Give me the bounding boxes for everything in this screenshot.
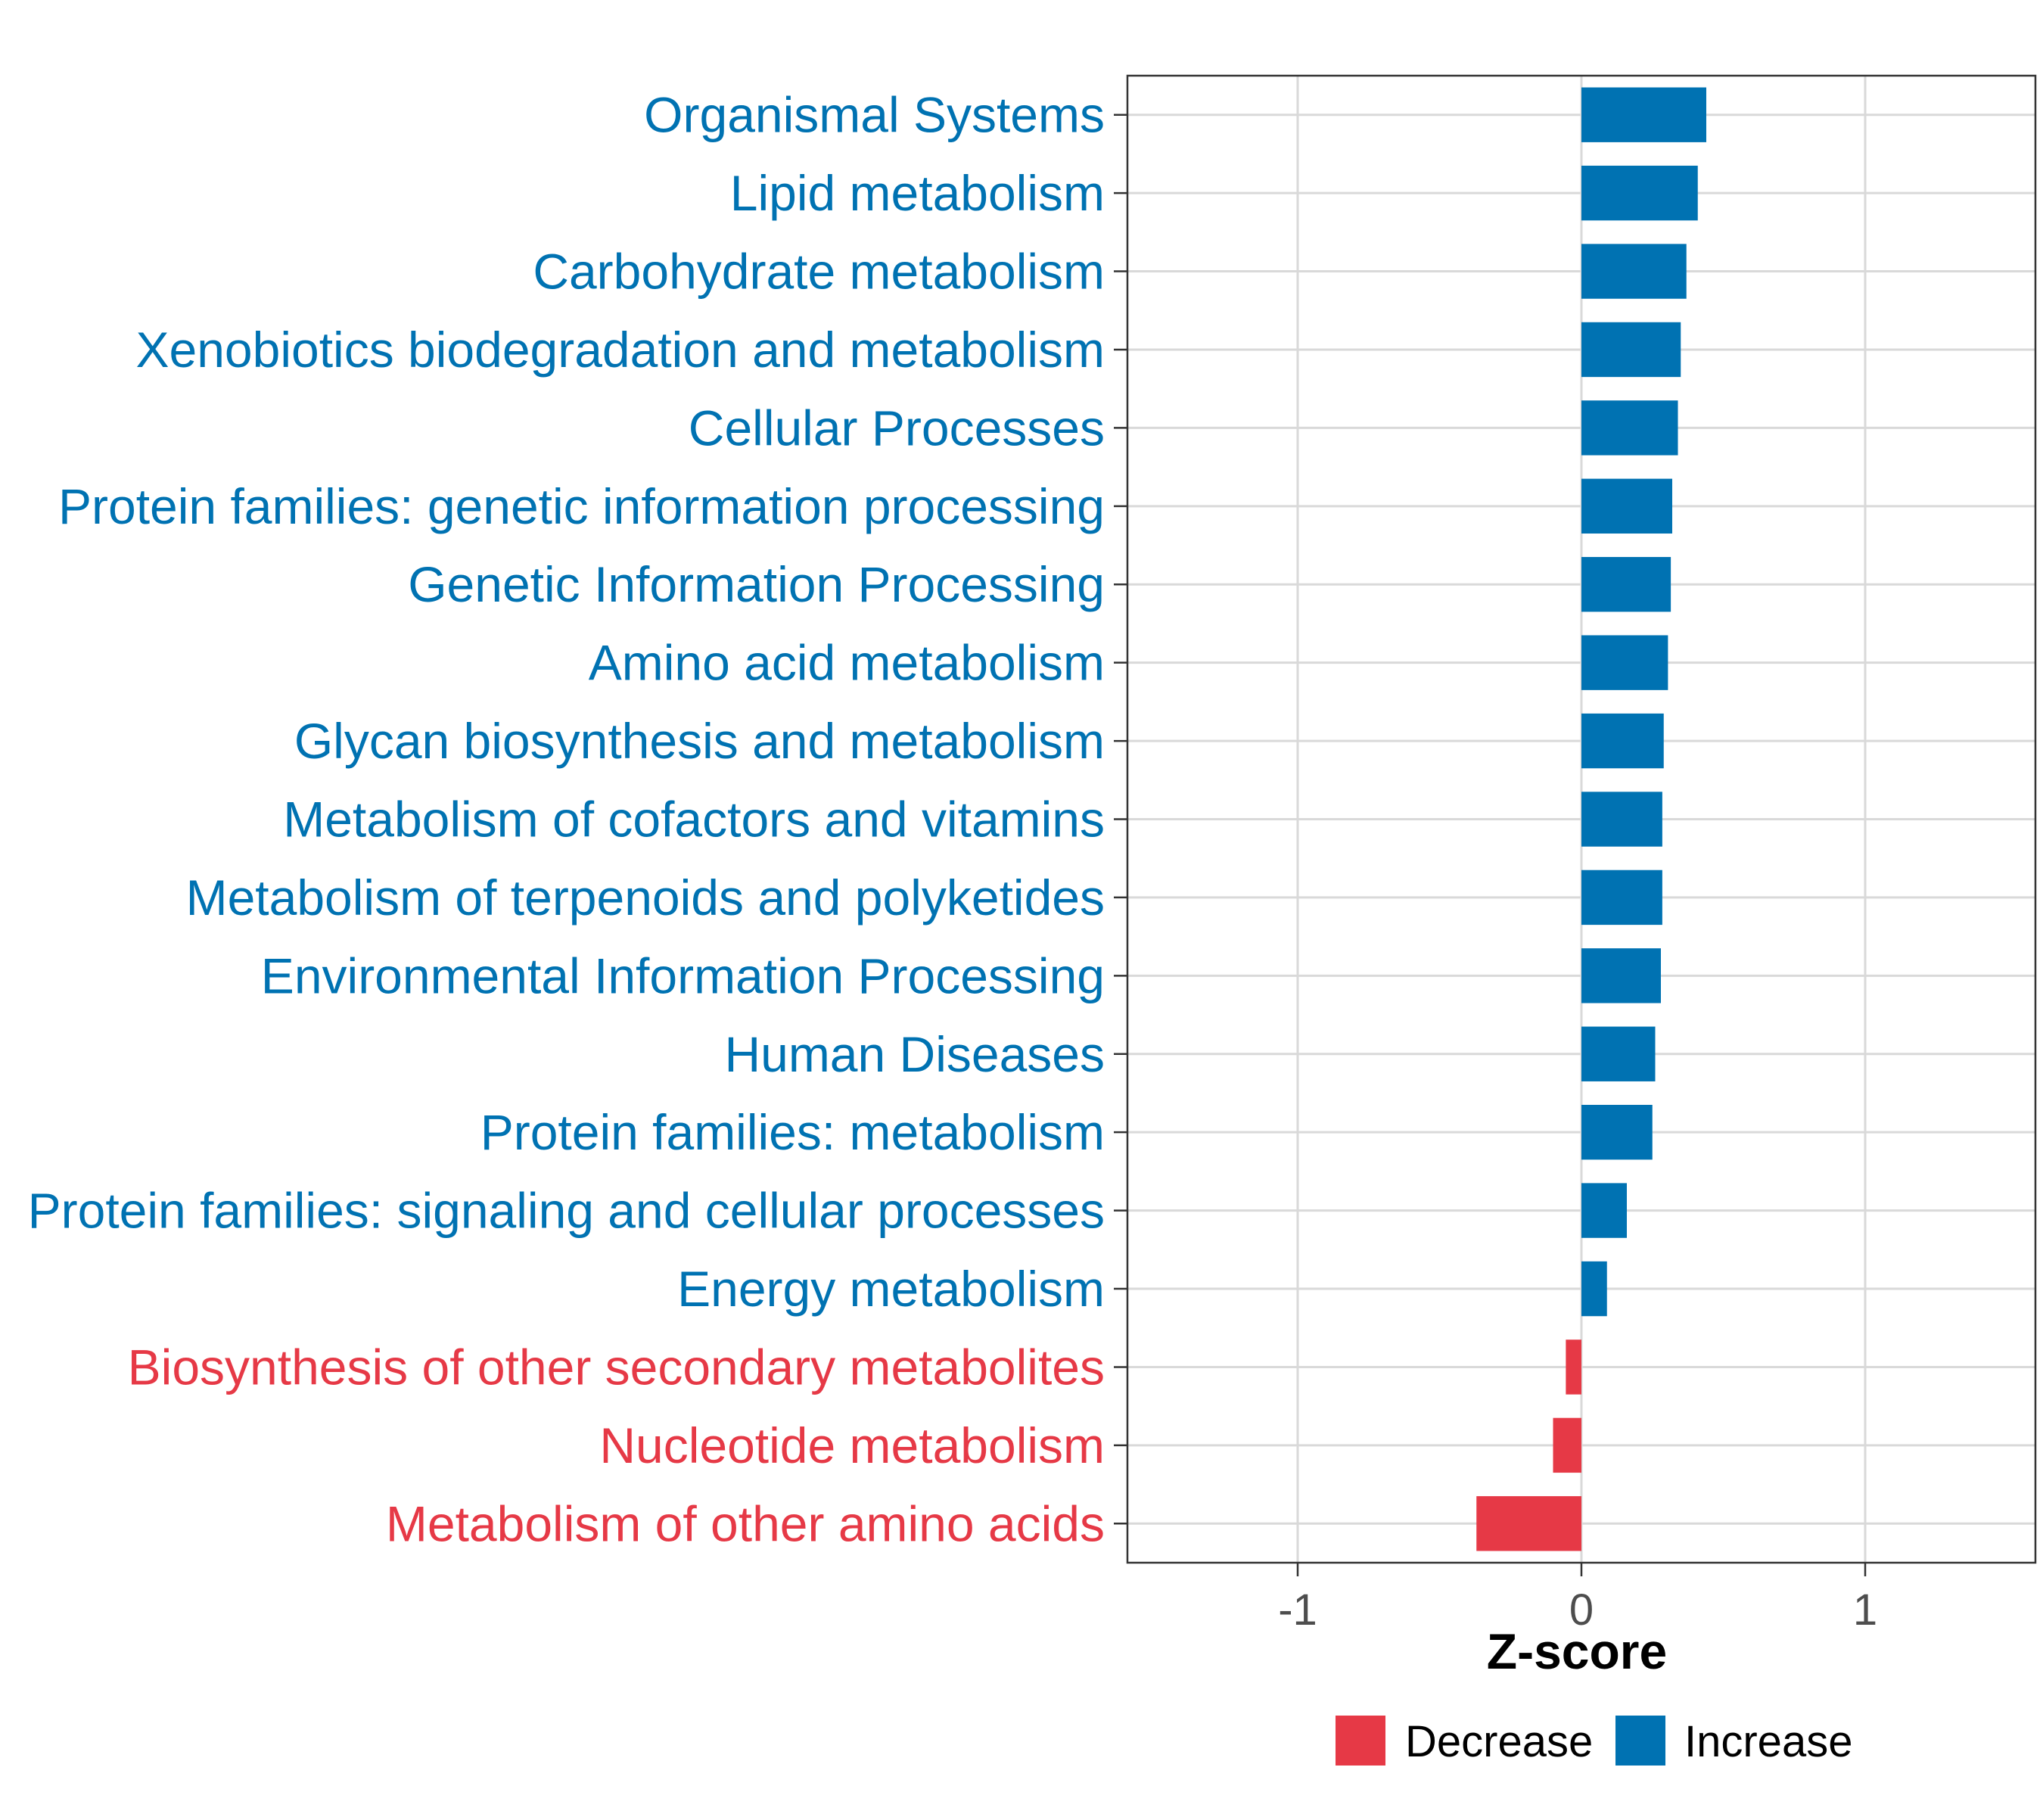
bar-increase <box>1581 1183 1627 1238</box>
legend-label-decrease: Decrease <box>1405 1717 1593 1766</box>
category-label: Carbohydrate metabolism <box>533 244 1105 300</box>
category-label: Energy metabolism <box>677 1261 1105 1317</box>
category-label: Organismal Systems <box>644 87 1105 143</box>
bar-increase <box>1581 870 1662 926</box>
bar-increase <box>1581 635 1668 690</box>
category-label: Protein families: genetic information pr… <box>58 478 1105 534</box>
legend-swatch-decrease <box>1336 1716 1385 1766</box>
x-tick-label: 0 <box>1569 1585 1594 1635</box>
bar-decrease <box>1566 1339 1581 1395</box>
category-label: Metabolism of terpenoids and polyketides <box>186 870 1105 926</box>
category-label: Biosynthesis of other secondary metaboli… <box>128 1339 1105 1395</box>
category-label: Protein families: metabolism <box>480 1104 1105 1160</box>
bar-increase <box>1581 244 1687 299</box>
y-axis: Organismal Systems Lipid metabolism Carboh… <box>28 87 1127 1551</box>
legend-label-increase: Increase <box>1684 1717 1852 1766</box>
bar-increase <box>1581 1104 1653 1160</box>
category-label: Cellular Processes <box>689 400 1105 456</box>
x-axis-title: Z-score <box>1487 1623 1667 1679</box>
category-label: Human Diseases <box>724 1026 1105 1082</box>
bar-increase <box>1581 165 1698 221</box>
bar-increase <box>1581 1261 1607 1317</box>
category-label: Genetic Information Processing <box>408 556 1105 612</box>
legend: Decrease Increase <box>1336 1716 1852 1766</box>
bar-increase <box>1581 557 1671 612</box>
bar-increase <box>1581 87 1706 142</box>
category-label: Xenobiotics biodegradation and metabolis… <box>136 322 1105 378</box>
category-label: Environmental Information Processing <box>261 947 1105 1003</box>
legend-swatch-increase <box>1615 1716 1665 1766</box>
category-label: Protein families: signaling and cellular… <box>28 1183 1105 1239</box>
bar-increase <box>1581 322 1681 378</box>
category-label: Lipid metabolism <box>730 165 1105 221</box>
bar-decrease <box>1476 1496 1581 1551</box>
category-label: Nucleotide metabolism <box>599 1417 1105 1473</box>
x-tick-label: -1 <box>1278 1585 1317 1635</box>
category-label: Metabolism of cofactors and vitamins <box>283 792 1105 848</box>
bar-increase <box>1581 478 1672 534</box>
x-axis: -1 0 1 <box>1278 1563 1877 1635</box>
category-label: Glycan biosynthesis and metabolism <box>294 713 1105 769</box>
category-label: Amino acid metabolism <box>589 635 1105 691</box>
bar-increase <box>1581 713 1664 769</box>
bar-decrease <box>1553 1417 1581 1473</box>
bar-increase <box>1581 400 1678 456</box>
bar-increase <box>1581 948 1661 1003</box>
bar-increase <box>1581 1026 1656 1081</box>
category-label: Metabolism of other amino acids <box>386 1495 1105 1551</box>
bar-increase <box>1581 792 1662 847</box>
x-tick-label: 1 <box>1853 1585 1877 1635</box>
bar-layer <box>1476 87 1706 1551</box>
